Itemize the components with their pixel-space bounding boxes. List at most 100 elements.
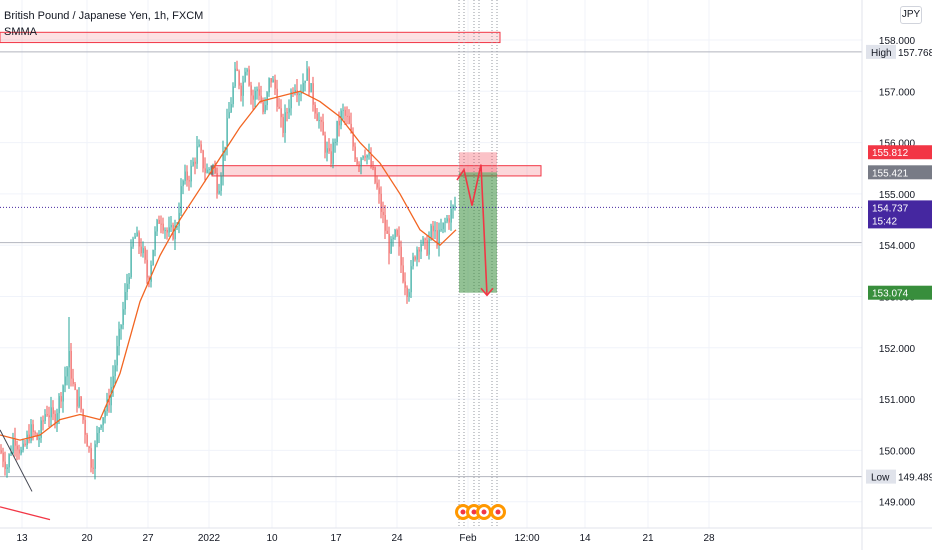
candle-body <box>114 365 116 377</box>
candle-body <box>320 120 322 122</box>
candle-body <box>44 414 46 421</box>
candle-body <box>126 283 128 293</box>
high-label-tag-bg <box>866 44 896 59</box>
price-axis[interactable]: 149.000150.000151.000152.000153.000154.0… <box>861 0 932 550</box>
low-label-tag: Low <box>871 473 890 484</box>
candle-body <box>348 115 350 124</box>
economic-event-icon[interactable] <box>490 504 506 520</box>
candle-body <box>450 208 452 223</box>
candle-body <box>214 166 216 174</box>
price-tick-label: 154.000 <box>879 241 916 252</box>
candle-body <box>244 71 246 82</box>
symbol-title[interactable]: British Pound / Japanese Yen, 1h, FXCM <box>4 10 204 22</box>
candle-body <box>388 233 390 254</box>
candle-body <box>278 106 280 109</box>
candle-body <box>290 92 292 109</box>
candle-body <box>420 244 422 252</box>
candle-body <box>176 226 178 228</box>
event-icon-dot <box>481 509 487 515</box>
candle-body <box>142 248 144 254</box>
candle-body <box>346 115 348 117</box>
candle-body <box>386 230 388 234</box>
candle-body <box>396 229 398 236</box>
target-price-label-bg <box>868 285 932 300</box>
candle-body <box>36 433 38 440</box>
candle-body <box>122 309 124 325</box>
indicator-label[interactable]: SMMA <box>4 26 37 38</box>
time-tick-label: 24 <box>391 533 403 544</box>
candle-body <box>32 424 34 432</box>
candle-body <box>394 229 396 238</box>
candle-body <box>140 246 142 254</box>
candle-body <box>400 246 402 266</box>
candle-body <box>336 120 338 142</box>
candle-body <box>102 417 104 426</box>
time-tick-label: Feb <box>459 533 477 544</box>
candle-body <box>438 229 440 246</box>
candle-body <box>226 118 228 147</box>
projected-arrow-head <box>480 287 494 297</box>
candle-body <box>96 433 98 445</box>
candle-body <box>212 166 214 169</box>
candle-body <box>90 448 92 468</box>
candle-body <box>392 237 394 240</box>
candle-body <box>252 95 254 100</box>
candle-body <box>64 376 66 386</box>
candle-body <box>268 78 270 93</box>
candle-body <box>0 450 2 453</box>
economic-event-icon[interactable] <box>455 504 471 520</box>
candle-body <box>56 413 58 425</box>
candle-body <box>322 121 324 136</box>
candle-body <box>150 265 152 282</box>
candle-body <box>54 413 56 425</box>
candle-body <box>198 144 200 147</box>
candle-body <box>424 238 426 241</box>
candle-body <box>364 156 366 158</box>
candle-body <box>116 346 118 366</box>
candle-body <box>234 68 236 87</box>
candle-body <box>324 135 326 153</box>
candle-body <box>370 154 372 167</box>
candle-body <box>186 171 188 181</box>
candle-body <box>250 85 252 96</box>
price-tick-label: 155.000 <box>879 190 916 201</box>
take-profit-box <box>459 172 497 293</box>
candle-body <box>282 117 284 133</box>
candle-body <box>196 146 198 164</box>
candle-body <box>200 144 202 151</box>
candle-body <box>136 232 138 237</box>
candle-body <box>272 79 274 83</box>
candle-body <box>454 205 456 207</box>
candle-body <box>266 92 268 106</box>
candle-body <box>236 68 238 71</box>
candle-body <box>194 161 196 164</box>
candle-body <box>8 454 10 468</box>
candle-body <box>230 104 232 113</box>
candle-body <box>262 102 264 112</box>
candle-body <box>106 398 108 412</box>
candle-body <box>430 225 432 239</box>
candle-body <box>120 324 122 329</box>
candle-body <box>256 89 258 91</box>
time-tick-label: 28 <box>703 533 715 544</box>
candle-body <box>184 171 186 181</box>
candle-body <box>330 151 332 164</box>
candle-body <box>300 92 302 95</box>
candle-body <box>80 396 82 410</box>
candle-body <box>158 220 160 224</box>
candle-body <box>374 167 376 183</box>
currency-badge[interactable]: JPY <box>900 6 922 24</box>
candle-body <box>294 90 296 93</box>
candle-body <box>152 249 154 266</box>
trend-line-red <box>0 506 51 521</box>
candle-body <box>326 148 328 153</box>
candle-body <box>274 79 276 89</box>
candle-body <box>314 104 316 114</box>
time-axis[interactable]: 13 20 27 2022 10 17 24 Feb 12:00 14 21 28 <box>0 527 932 544</box>
candle-body <box>442 222 444 230</box>
candle-body <box>306 68 308 81</box>
candle-body <box>408 292 410 297</box>
economic-event-icon[interactable] <box>476 504 492 520</box>
candle-body <box>264 105 266 112</box>
